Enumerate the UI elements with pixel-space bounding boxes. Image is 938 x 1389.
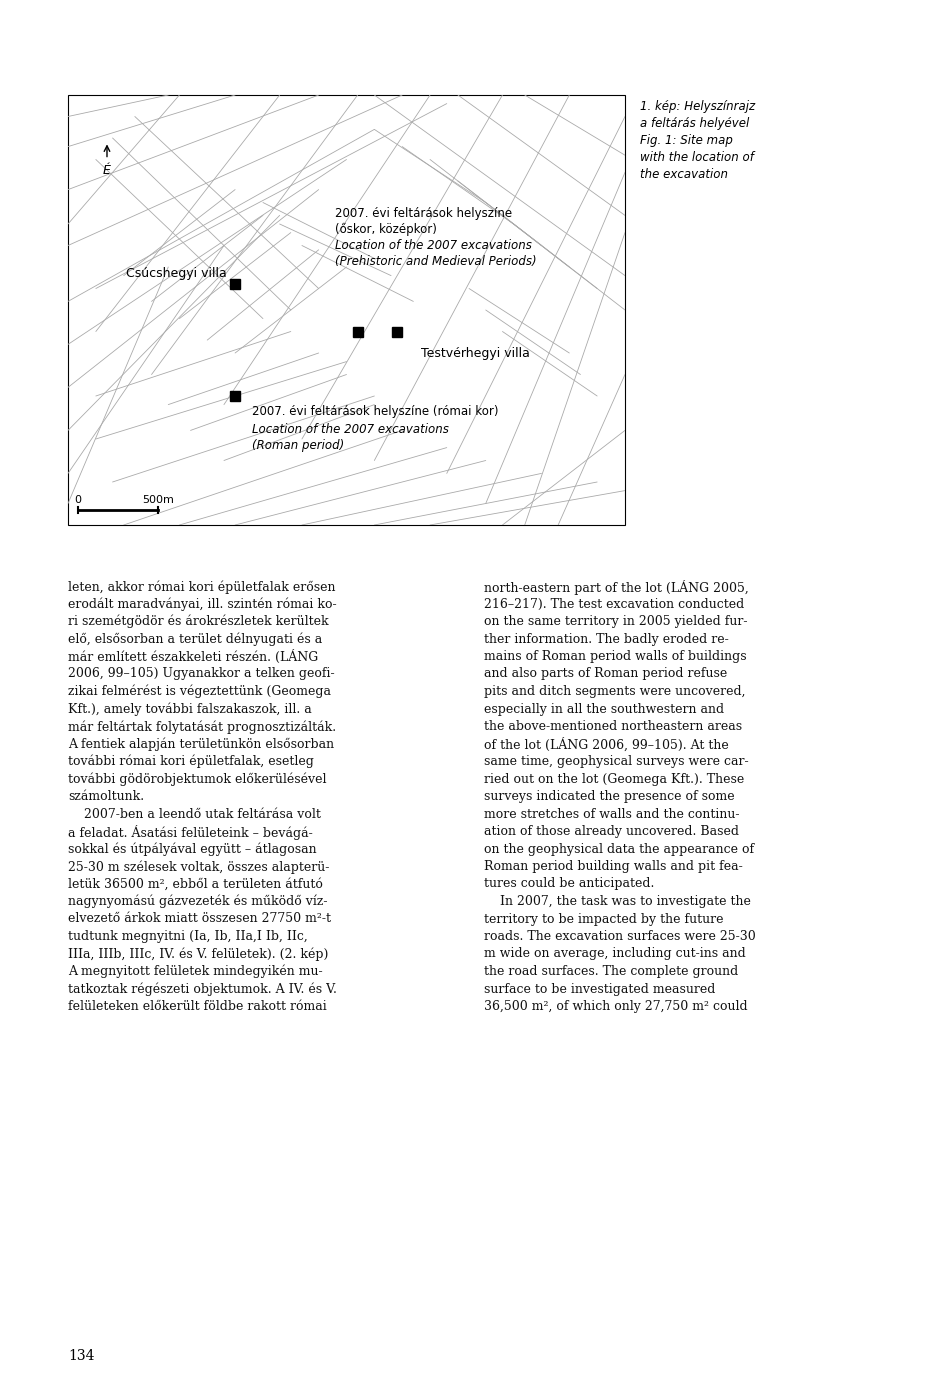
Text: surveys indicated the presence of some: surveys indicated the presence of some: [484, 790, 734, 803]
Text: tatkoztak régészeti objektumok. A IV. és V.: tatkoztak régészeti objektumok. A IV. és…: [68, 982, 337, 996]
Text: the road surfaces. The complete ground: the road surfaces. The complete ground: [484, 965, 738, 978]
Text: 2007. évi feltárások helyszíne
(őskor, középkor): 2007. évi feltárások helyszíne (őskor, k…: [336, 207, 512, 236]
Text: elő, elsősorban a terület délnyugati és a: elő, elsősorban a terület délnyugati és …: [68, 632, 323, 646]
Text: and also parts of Roman period refuse: and also parts of Roman period refuse: [484, 668, 727, 681]
Text: 216–217). The test excavation conducted: 216–217). The test excavation conducted: [484, 597, 744, 611]
Text: same time, geophysical surveys were car-: same time, geophysical surveys were car-: [484, 756, 749, 768]
Text: the excavation: the excavation: [640, 168, 728, 181]
Text: roads. The excavation surfaces were 25-30: roads. The excavation surfaces were 25-3…: [484, 931, 756, 943]
Bar: [68, 94, 625, 525]
Text: 500m: 500m: [142, 494, 174, 506]
Text: 25-30 m szélesek voltak, összes alapterü-: 25-30 m szélesek voltak, összes alapterü…: [68, 860, 329, 874]
Text: sokkal és útpályával együtt – átlagosan: sokkal és útpályával együtt – átlagosan: [68, 843, 317, 856]
Text: 2007-ben a leendő utak feltárása volt: 2007-ben a leendő utak feltárása volt: [68, 807, 321, 821]
Text: with the location of: with the location of: [640, 151, 754, 164]
Text: tudtunk megnyitni (Ia, Ib, IIa,I Ib, IIc,: tudtunk megnyitni (Ia, Ib, IIa,I Ib, IIc…: [68, 931, 308, 943]
Text: surface to be investigated measured: surface to be investigated measured: [484, 982, 716, 996]
Text: további római kori épületfalak, esetleg: további római kori épületfalak, esetleg: [68, 756, 314, 768]
Text: mains of Roman period walls of buildings: mains of Roman period walls of buildings: [484, 650, 747, 663]
Text: zikai felmérést is végeztettünk (Geomega: zikai felmérést is végeztettünk (Geomega: [68, 685, 331, 699]
Text: leten, akkor római kori épületfalak erősen: leten, akkor római kori épületfalak erős…: [68, 581, 336, 593]
Text: pits and ditch segments were uncovered,: pits and ditch segments were uncovered,: [484, 685, 746, 699]
Text: ation of those already uncovered. Based: ation of those already uncovered. Based: [484, 825, 739, 838]
Text: A fentiek alapján területünkön elsősorban: A fentiek alapján területünkön elsősorba…: [68, 738, 334, 751]
Text: A megnyitott felületek mindegyikén mu-: A megnyitott felületek mindegyikén mu-: [68, 965, 323, 978]
Text: Kft.), amely további falszakaszok, ill. a: Kft.), amely további falszakaszok, ill. …: [68, 703, 311, 715]
Text: 2007. évi feltárások helyszíne (római kor): 2007. évi feltárások helyszíne (római ko…: [251, 404, 498, 418]
Text: Fig. 1: Site map: Fig. 1: Site map: [640, 133, 733, 147]
Text: on the geophysical data the appearance of: on the geophysical data the appearance o…: [484, 843, 754, 856]
Text: nagynyomású gázvezeték és működő víz-: nagynyomású gázvezeték és működő víz-: [68, 895, 327, 908]
Text: letük 36500 m², ebből a területen átfutó: letük 36500 m², ebből a területen átfutó: [68, 878, 323, 890]
Text: IIIa, IIIb, IIIc, IV. és V. felületek). (2. kép): IIIa, IIIb, IIIc, IV. és V. felületek). …: [68, 947, 328, 961]
Text: 0: 0: [74, 494, 82, 506]
Text: további gödörobjektumok előkerülésével: további gödörobjektumok előkerülésével: [68, 772, 326, 786]
Text: In 2007, the task was to investigate the: In 2007, the task was to investigate the: [484, 895, 751, 908]
Text: ri szemétgödör és árokrészletek kerültek: ri szemétgödör és árokrészletek kerültek: [68, 615, 328, 628]
Text: ried out on the lot (Geomega Kft.). These: ried out on the lot (Geomega Kft.). Thes…: [484, 772, 744, 786]
Text: Location of the 2007 excavations
(Prehistoric and Medieval Periods): Location of the 2007 excavations (Prehis…: [336, 239, 537, 268]
Text: tures could be anticipated.: tures could be anticipated.: [484, 878, 655, 890]
Text: north-eastern part of the lot (LÁNG 2005,: north-eastern part of the lot (LÁNG 2005…: [484, 581, 749, 594]
Text: a feladat. Ásatási felületeink – bevágá-: a feladat. Ásatási felületeink – bevágá-: [68, 825, 312, 840]
Text: m wide on average, including cut-ins and: m wide on average, including cut-ins and: [484, 947, 746, 961]
Text: elvezető árkok miatt összesen 27750 m²-t: elvezető árkok miatt összesen 27750 m²-t: [68, 913, 331, 925]
Text: É: É: [103, 164, 111, 176]
Text: a feltárás helyével: a feltárás helyével: [640, 117, 749, 131]
Text: the above-mentioned northeastern areas: the above-mentioned northeastern areas: [484, 720, 742, 733]
Text: számoltunk.: számoltunk.: [68, 790, 144, 803]
Text: Location of the 2007 excavations
(Roman period): Location of the 2007 excavations (Roman …: [251, 422, 448, 451]
Text: Testvérhegyi villa: Testvérhegyi villa: [421, 346, 530, 360]
Text: territory to be impacted by the future: territory to be impacted by the future: [484, 913, 723, 925]
Text: of the lot (LÁNG 2006, 99–105). At the: of the lot (LÁNG 2006, 99–105). At the: [484, 738, 729, 751]
Text: 2006, 99–105) Ugyanakkor a telken geofi-: 2006, 99–105) Ugyanakkor a telken geofi-: [68, 668, 335, 681]
Text: ther information. The badly eroded re-: ther information. The badly eroded re-: [484, 632, 729, 646]
Text: 36,500 m², of which only 27,750 m² could: 36,500 m², of which only 27,750 m² could: [484, 1000, 748, 1013]
Text: Roman period building walls and pit fea-: Roman period building walls and pit fea-: [484, 860, 743, 874]
Text: on the same territory in 2005 yielded fur-: on the same territory in 2005 yielded fu…: [484, 615, 748, 628]
Text: Csúcshegyi villa: Csúcshegyi villa: [127, 267, 227, 281]
Text: már feltártak folytatását prognosztizálták.: már feltártak folytatását prognosztizált…: [68, 720, 336, 733]
Text: 134: 134: [68, 1349, 95, 1363]
Text: more stretches of walls and the continu-: more stretches of walls and the continu-: [484, 807, 739, 821]
Text: 1. kép: Helyszínrajz: 1. kép: Helyszínrajz: [640, 100, 755, 113]
Text: erodált maradványai, ill. szintén római ko-: erodált maradványai, ill. szintén római …: [68, 597, 337, 611]
Text: felületeken előkerült földbe rakott római: felületeken előkerült földbe rakott róma…: [68, 1000, 326, 1013]
Text: especially in all the southwestern and: especially in all the southwestern and: [484, 703, 724, 715]
Text: már említett északkeleti részén. (LÁNG: már említett északkeleti részén. (LÁNG: [68, 650, 318, 664]
